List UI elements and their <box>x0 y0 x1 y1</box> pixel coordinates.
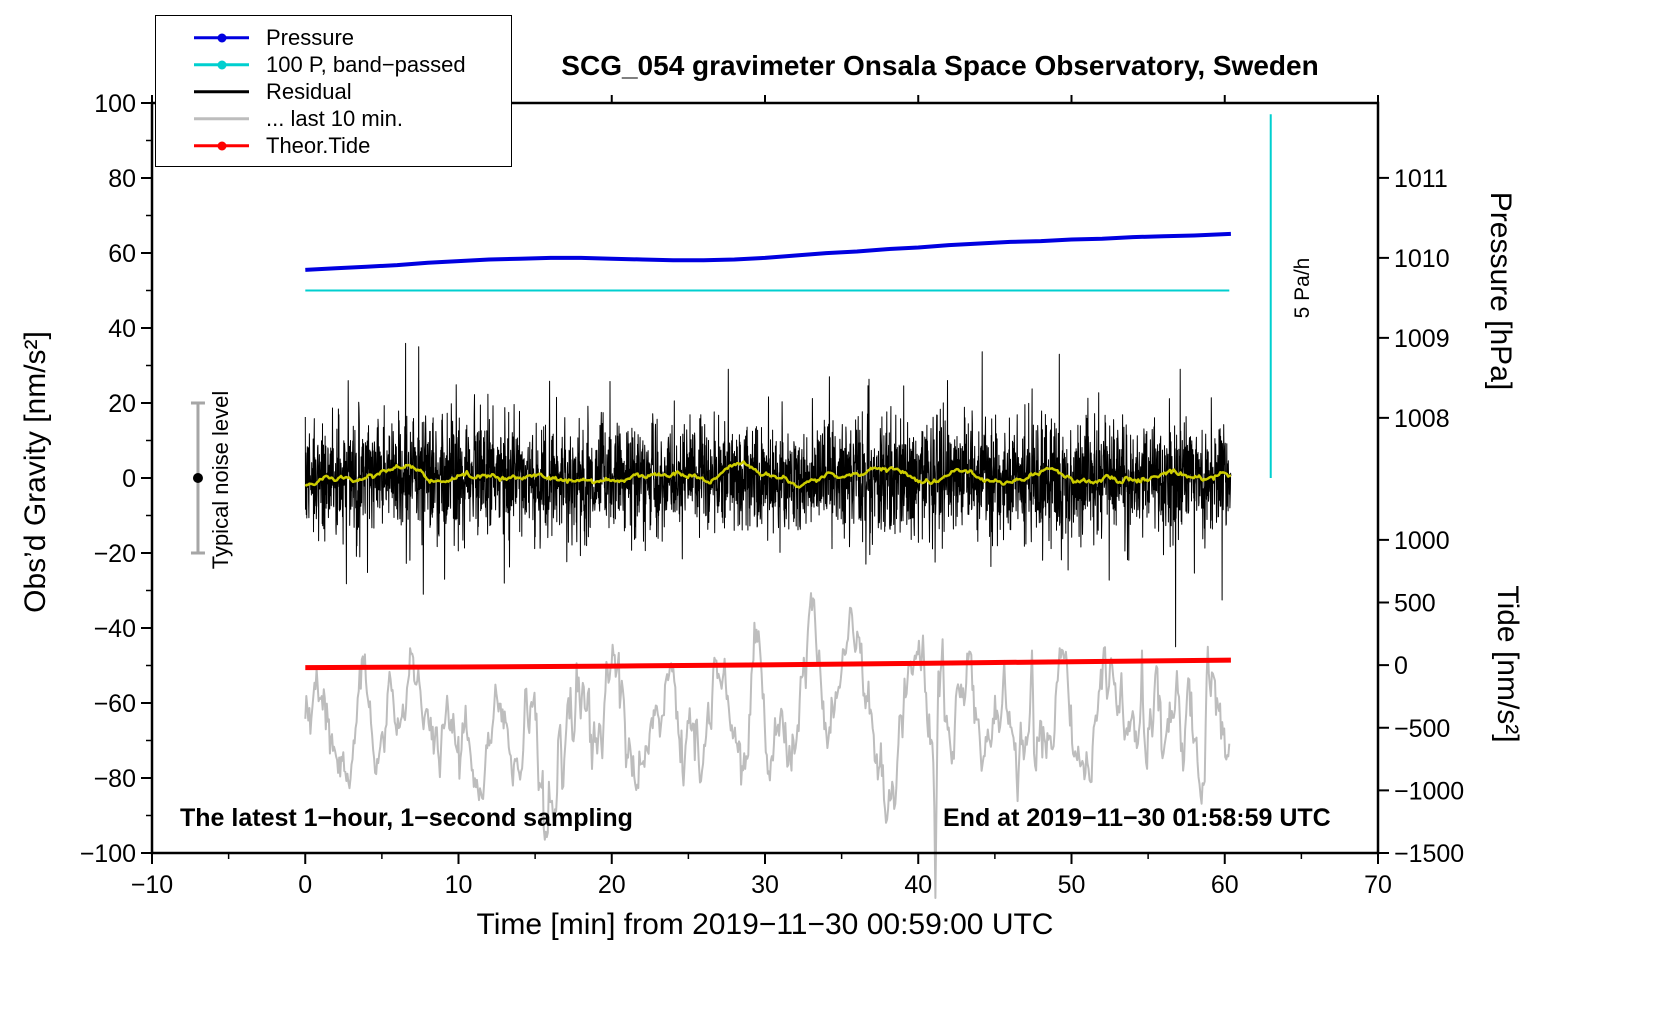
y-axis-label-gravity: Obs’d Gravity [nm/s²] <box>19 331 52 613</box>
theor-tide-line-sample-icon <box>194 140 249 151</box>
legend-label: 100 P, band−passed <box>266 51 466 77</box>
y-axis-label-tide: Tide [nm/s²] <box>1491 585 1524 743</box>
x-axis-label: Time [min] from 2019−11−30 00:59:00 UTC <box>476 908 1054 941</box>
y-tick-label: 0 <box>122 465 136 493</box>
chart-title: SCG_054 gravimeter Onsala Space Observat… <box>561 50 1319 81</box>
pressure-tick-label: 1008 <box>1394 405 1450 433</box>
series-residual-smoothed <box>304 460 1232 489</box>
last-10-min-line-sample-icon <box>194 113 249 124</box>
tide-tick-label: −500 <box>1394 715 1450 743</box>
legend-label: Residual <box>266 78 352 104</box>
plot-frame <box>150 101 1380 855</box>
axes-group: −10 0 10 20 30 40 50 60 70−100−80−60−40−20020406… <box>80 90 1465 899</box>
tide-tick-label: 0 <box>1394 652 1408 680</box>
y-tick-label: 40 <box>108 315 136 343</box>
x-tick-label: 0 <box>298 871 312 899</box>
y-axis-label-pressure: Pressure [hPa] <box>1484 191 1517 391</box>
x-tick-label: 70 <box>1364 871 1392 899</box>
x-tick-label: 50 <box>1058 871 1086 899</box>
legend-item-theor-tide: Theor.Tide <box>156 132 511 159</box>
tide-tick-label: 500 <box>1394 590 1436 618</box>
plot-annotations-group <box>190 114 1272 555</box>
y-tick-label: −60 <box>94 690 136 718</box>
series-residual <box>304 342 1232 648</box>
legend-item-band-passed-pressure: 100 P, band−passed <box>156 51 511 78</box>
end-time-note: End at 2019−11−30 01:58:59 UTC <box>943 804 1331 832</box>
tide-tick-label: −1000 <box>1394 777 1464 805</box>
y-tick-label: −20 <box>94 540 136 568</box>
series-pressure <box>305 231 1231 272</box>
x-tick-label: 60 <box>1211 871 1239 899</box>
legend: Pressure 100 P, band−passed Residual ...… <box>155 15 512 167</box>
tide-tick-label: 1000 <box>1394 527 1450 555</box>
legend-item-last-10-min: ... last 10 min. <box>156 105 511 132</box>
y-tick-label: −80 <box>94 765 136 793</box>
legend-item-residual: Residual <box>156 78 511 105</box>
x-tick-label: 10 <box>445 871 473 899</box>
noise-error-bar-dot <box>192 473 203 483</box>
y-tick-label: 60 <box>108 240 136 268</box>
noise-level-label: Typical noise level <box>208 390 233 570</box>
x-tick-label: 40 <box>904 871 932 899</box>
y-tick-label: −100 <box>80 840 136 868</box>
series-residual-last-10min <box>304 592 1231 899</box>
tide-tick-label: −1500 <box>1394 840 1464 868</box>
x-tick-label: 20 <box>598 871 626 899</box>
pressure-line-sample-icon <box>194 32 249 43</box>
series-theor-tide <box>305 657 1231 671</box>
pressure-tick-label: 1009 <box>1394 325 1450 353</box>
y-tick-label: 80 <box>108 165 136 193</box>
series-group <box>304 231 1232 899</box>
sampling-note: The latest 1−hour, 1−second sampling <box>180 804 633 832</box>
x-tick-label: 30 <box>751 871 779 899</box>
legend-label: Pressure <box>266 24 355 50</box>
pressure-tick-label: 1010 <box>1394 245 1450 273</box>
x-tick-label: −10 <box>131 871 173 899</box>
legend-label: Theor.Tide <box>266 132 371 158</box>
pressure-rate-label: 5 Pa/h <box>1291 257 1314 319</box>
band-passed-line-sample-icon <box>194 59 249 70</box>
pressure-tick-label: 1011 <box>1394 165 1448 193</box>
legend-item-pressure: Pressure <box>156 24 511 51</box>
y-tick-label: −40 <box>94 615 136 643</box>
y-tick-label: 20 <box>108 390 136 418</box>
legend-label: ... last 10 min. <box>266 105 403 131</box>
residual-line-sample-icon <box>194 86 249 97</box>
y-tick-label: 100 <box>94 90 136 118</box>
